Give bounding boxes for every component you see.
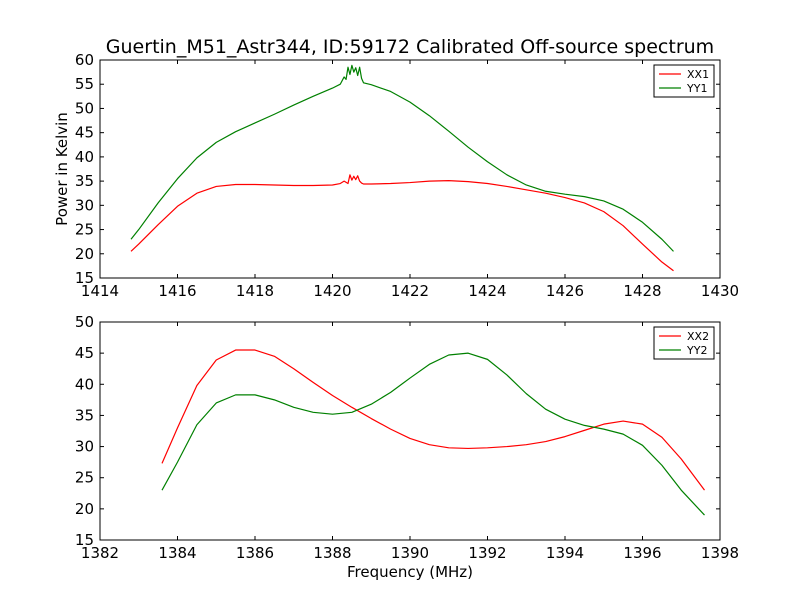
x-tick-label: 1396 <box>623 544 661 562</box>
y-tick-label: 45 <box>75 124 94 142</box>
plots-container: 1414 1416 1418 1420 1422 1424 1426 1428 1430 15 20… <box>53 51 739 581</box>
x-tick-label: 1420 <box>313 282 351 300</box>
y-tick-label: 25 <box>75 469 94 487</box>
y-tick-label: 30 <box>75 196 94 214</box>
x-tick-label: 1394 <box>546 544 584 562</box>
chart-2: 1382 1384 1386 1388 1390 1392 1394 1396 1398 15 20… <box>75 313 739 581</box>
y-tick-label: 20 <box>75 245 94 263</box>
legend-box <box>653 64 715 98</box>
legend-label-xx2: XX2 <box>687 330 709 343</box>
x-tick-label: 1416 <box>158 282 196 300</box>
x-tick-label: 1386 <box>236 544 274 562</box>
x-tick-label: 1388 <box>313 544 351 562</box>
y-tick-label: 15 <box>75 531 94 549</box>
x-tick-label: 1430 <box>701 282 739 300</box>
y-tick-label: 30 <box>75 438 94 456</box>
series-line-yy1 <box>130 64 674 252</box>
x-tick-label: 1418 <box>236 282 274 300</box>
y-tick-label: 55 <box>75 75 94 93</box>
y-tick-label: 15 <box>75 269 94 287</box>
x-tick-label: 1422 <box>391 282 429 300</box>
x-tick-label: 1428 <box>623 282 661 300</box>
y-tick-label: 50 <box>75 99 94 117</box>
y-tick-label: 20 <box>75 500 94 518</box>
legend-label-xx1: XX1 <box>687 68 709 81</box>
x-tick-label: 1426 <box>546 282 584 300</box>
x-tick-label: 1424 <box>468 282 506 300</box>
series-line-xx2 <box>161 349 705 491</box>
y-axis-label: Power in Kelvin <box>53 112 71 226</box>
x-tick-label: 1390 <box>391 544 429 562</box>
series-line-xx1 <box>130 174 674 272</box>
x-tick-label: 1382 <box>81 544 119 562</box>
legend-box <box>653 326 715 360</box>
y-tick-label: 35 <box>75 406 94 424</box>
series-line-yy2 <box>161 352 705 516</box>
x-tick-label: 1414 <box>81 282 119 300</box>
y-tick-label: 50 <box>75 313 94 331</box>
y-tick-label: 40 <box>75 148 94 166</box>
chart-1: 1414 1416 1418 1420 1422 1424 1426 1428 1430 15 20… <box>53 51 739 300</box>
figure-title: Guertin_M51_Astr344, ID:59172 Calibrated… <box>106 36 714 58</box>
x-axis-label: Frequency (MHz) <box>347 563 473 581</box>
legend-label-yy1: YY1 <box>686 82 707 95</box>
y-tick-label: 45 <box>75 344 94 362</box>
legend-label-yy2: YY2 <box>686 344 707 357</box>
y-tick-label: 25 <box>75 221 94 239</box>
x-tick-label: 1384 <box>158 544 196 562</box>
y-tick-label: 35 <box>75 172 94 190</box>
x-tick-label: 1392 <box>468 544 506 562</box>
y-tick-label: 60 <box>75 51 94 69</box>
x-tick-label: 1398 <box>701 544 739 562</box>
y-tick-label: 40 <box>75 375 94 393</box>
